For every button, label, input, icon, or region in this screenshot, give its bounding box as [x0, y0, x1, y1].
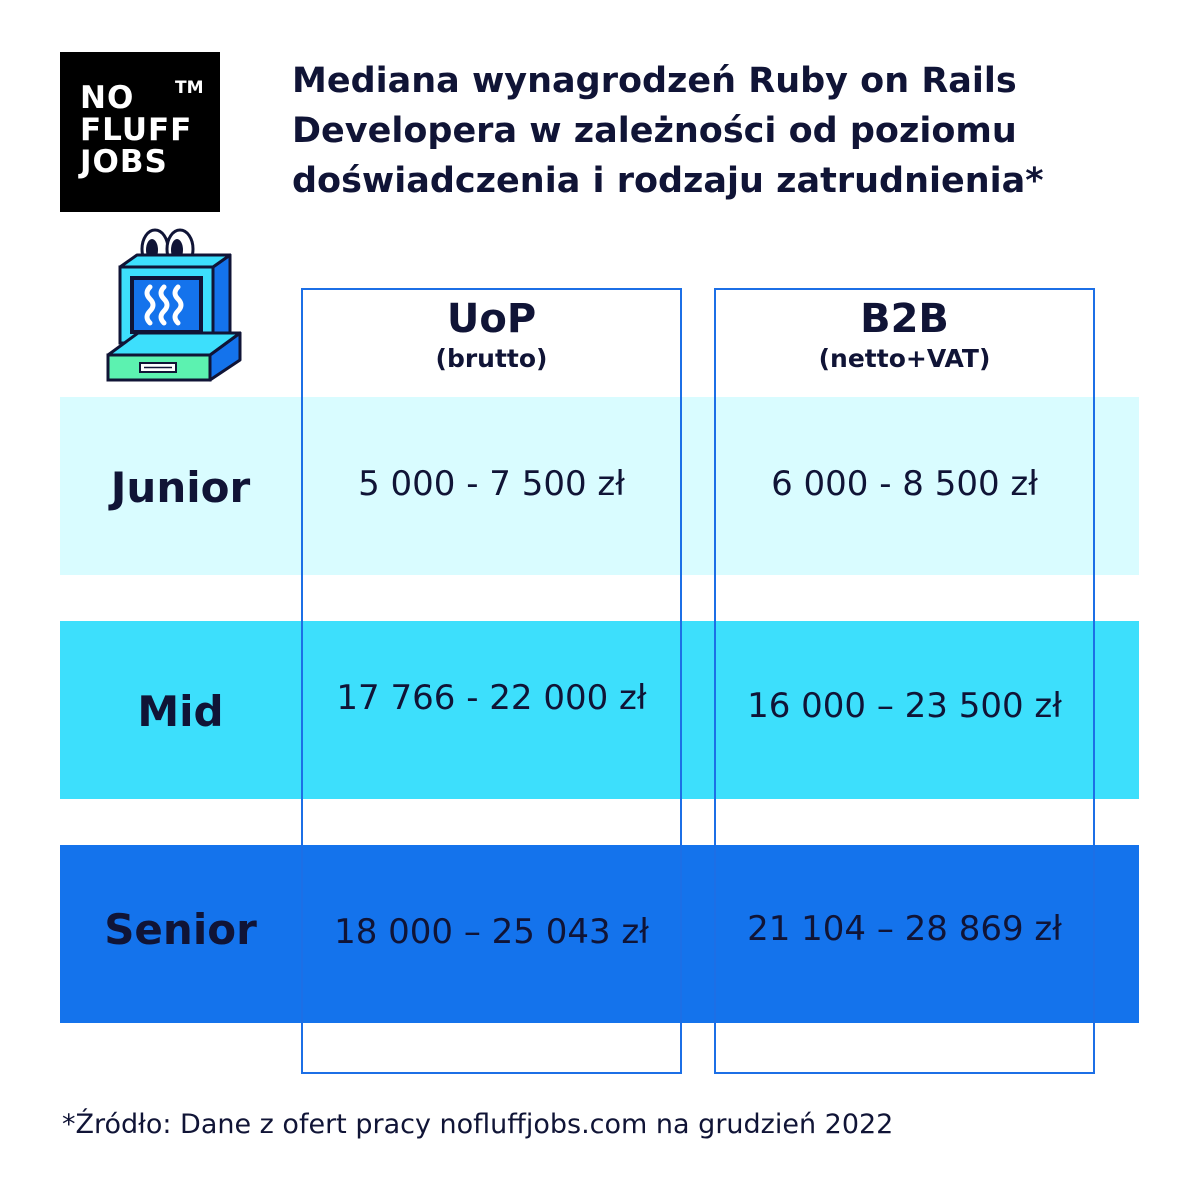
source-footnote: *Źródło: Dane z ofert pracy nofluffjobs.… — [62, 1109, 894, 1140]
logo-text: NO FLUFF JOBS — [80, 82, 192, 178]
logo-line-3: JOBS — [80, 144, 168, 180]
column-header-subtitle: (brutto) — [435, 344, 548, 373]
nofluffjobs-logo: NO FLUFF JOBS TM — [60, 52, 220, 212]
row-band-mid — [60, 621, 1139, 799]
cell-mid-uop: 17 766 - 22 000 zł — [336, 678, 647, 718]
logo-line-1: NO — [80, 80, 135, 116]
logo-trademark: TM — [175, 78, 204, 98]
cell-junior-b2b: 6 000 - 8 500 zł — [771, 464, 1038, 504]
cell-senior-uop: 18 000 – 25 043 zł — [334, 912, 649, 952]
page-title: Mediana wynagrodzeń Ruby on Rails Develo… — [292, 61, 1044, 201]
column-header-title: UoP — [446, 296, 537, 342]
row-label-mid: Mid — [137, 687, 224, 736]
column-frame-uop — [301, 288, 682, 1074]
cell-junior-uop: 5 000 - 7 500 zł — [358, 464, 625, 504]
column-header-subtitle: (netto+VAT) — [818, 344, 991, 373]
column-header-b2b: B2B (netto+VAT) — [716, 292, 1093, 392]
logo-line-2: FLUFF — [80, 112, 193, 148]
column-frame-b2b — [714, 288, 1095, 1074]
row-band-senior — [60, 845, 1139, 1023]
row-label-senior: Senior — [104, 905, 257, 954]
row-band-junior — [60, 397, 1139, 575]
column-header-uop: UoP (brutto) — [303, 292, 680, 392]
retro-computer-with-eyes-icon — [106, 228, 242, 382]
column-header-title: B2B — [860, 296, 949, 342]
row-label-junior: Junior — [110, 463, 251, 512]
cell-mid-b2b: 16 000 – 23 500 zł — [747, 686, 1062, 726]
cell-senior-b2b: 21 104 – 28 869 zł — [747, 909, 1062, 949]
